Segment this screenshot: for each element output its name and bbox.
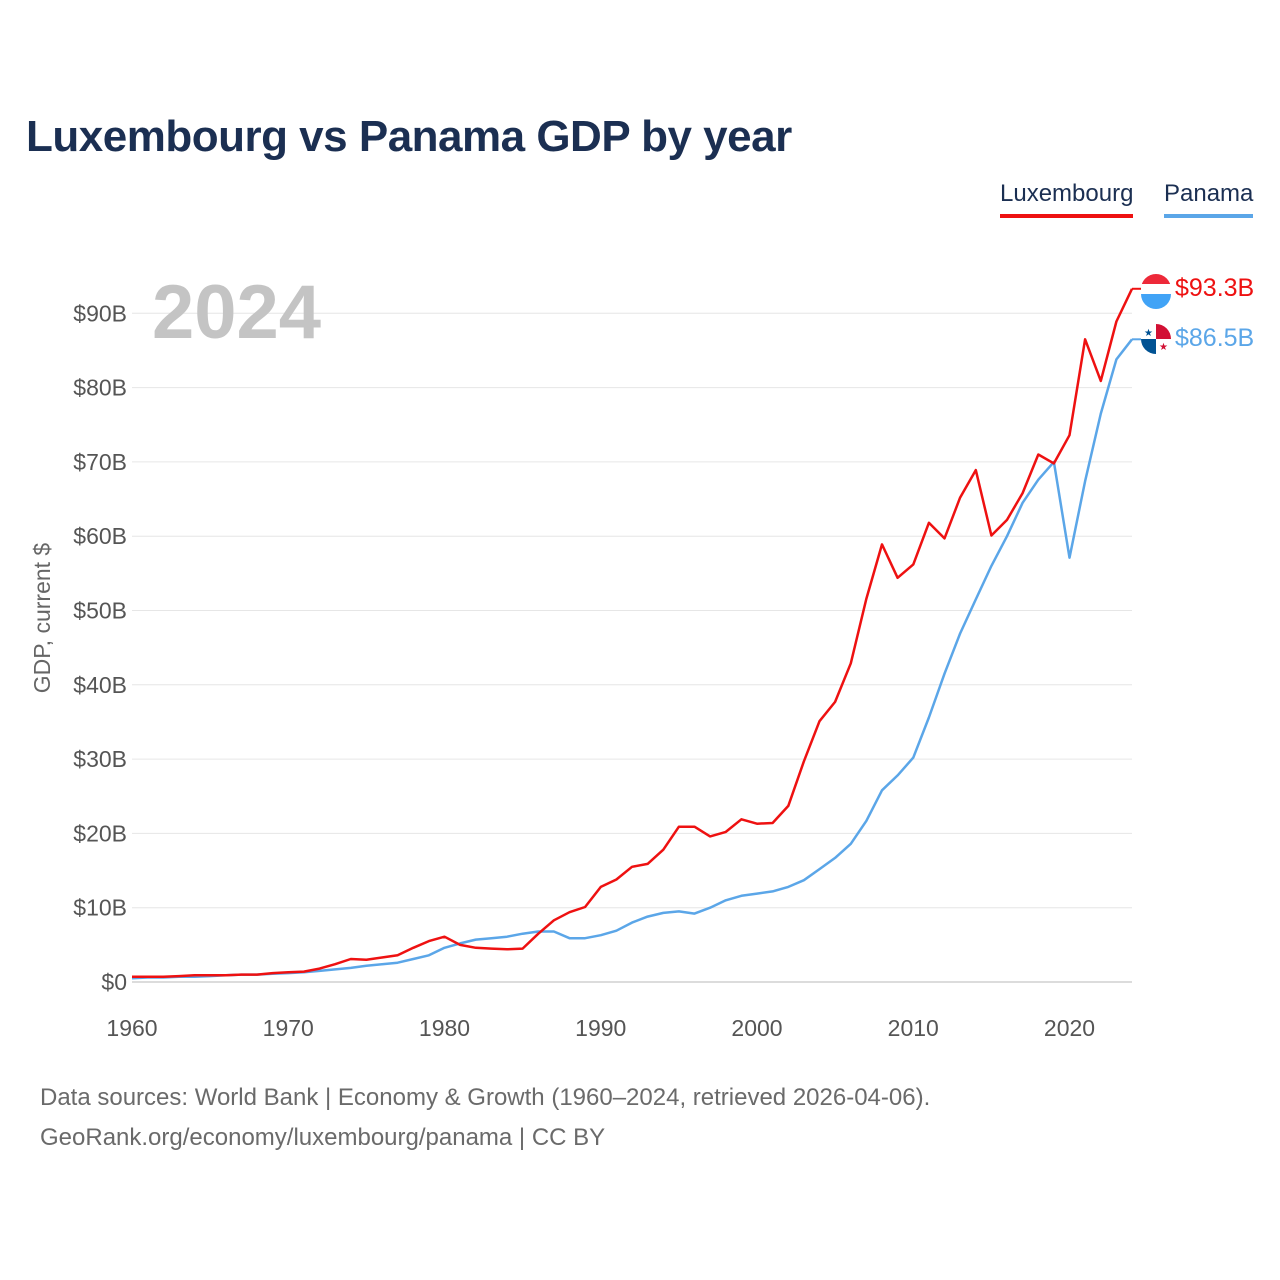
footer-attribution: GeoRank.org/economy/luxembourg/panama | …	[40, 1124, 606, 1151]
chart-title: Luxembourg vs Panama GDP by year	[26, 112, 792, 161]
gridlines	[132, 312, 1132, 983]
y-tick-label: $30B	[73, 746, 127, 772]
legend-luxembourg-label: Luxembourg	[1000, 180, 1134, 207]
y-tick-label: $40B	[73, 672, 127, 698]
legend-luxembourg[interactable]: Luxembourg	[1000, 180, 1134, 218]
legend-panama-label: Panama	[1164, 180, 1254, 207]
x-tick-label: 1990	[575, 1015, 626, 1041]
x-tick-label: 2020	[1044, 1015, 1095, 1041]
y-tick-label: $80B	[73, 375, 127, 401]
y-axis-label: GDP, current $	[29, 543, 55, 694]
panama-end-value: $86.5B	[1175, 324, 1254, 352]
y-tick-label: $0	[101, 969, 127, 995]
luxembourg-flag-icon	[1141, 274, 1171, 309]
footer-source: Data sources: World Bank | Economy & Gro…	[40, 1084, 931, 1111]
y-tick-label: $10B	[73, 895, 127, 921]
legend-luxembourg-swatch	[1000, 214, 1134, 218]
x-tick-label: 2000	[731, 1015, 782, 1041]
x-tick-label: 1970	[263, 1015, 314, 1041]
luxembourg-end-value: $93.3B	[1175, 274, 1254, 302]
y-tick-label: $70B	[73, 449, 127, 475]
x-tick-label: 2010	[888, 1015, 939, 1041]
y-tick-label: $60B	[73, 523, 127, 549]
panama-flag-icon: ★ ★	[1141, 324, 1171, 354]
svg-text:★: ★	[1159, 342, 1168, 353]
legend-panama-swatch	[1164, 214, 1254, 218]
end-markers: ★ ★ $93.3B $86.5B	[1141, 274, 1254, 354]
x-axis-ticks: 1960 1970 1980 1990 2000 2010 2020	[106, 1015, 1095, 1041]
y-tick-label: $90B	[73, 300, 127, 326]
legend-panama[interactable]: Panama	[1164, 180, 1254, 218]
svg-text:★: ★	[1144, 328, 1153, 339]
year-watermark: 2024	[152, 270, 321, 355]
x-tick-label: 1980	[419, 1015, 470, 1041]
series-line-luxembourg	[132, 288, 1134, 979]
y-axis-ticks: $0 $10B $20B $30B $40B $50B $60B $70B $80B $90B	[73, 300, 127, 995]
series-lines	[131, 287, 1141, 980]
series-line-panama	[131, 338, 1133, 980]
y-tick-label: $20B	[73, 820, 127, 846]
x-tick-label: 1960	[106, 1015, 157, 1041]
y-tick-label: $50B	[73, 598, 127, 624]
